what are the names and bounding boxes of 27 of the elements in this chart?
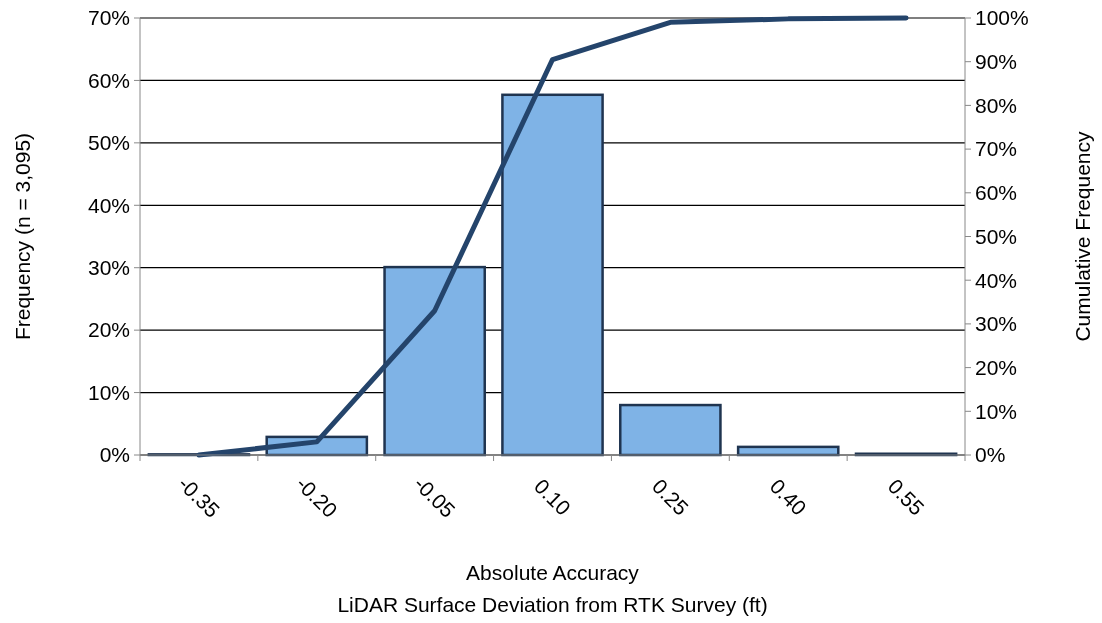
y-axis-title: Frequency (n = 3,095): [11, 132, 34, 341]
y2-tick-label: 60%: [975, 181, 1018, 205]
y2-tick-label: 70%: [975, 137, 1018, 161]
x-tick-label: 0.55: [883, 474, 929, 520]
y2-tick-label: 30%: [975, 312, 1018, 336]
y-tick-label: 20%: [87, 318, 130, 342]
y-tick-label: 40%: [87, 193, 130, 217]
text: LiDAR Surface Deviation from RTK Survey (ft): [337, 593, 768, 616]
y2-tick-label: 40%: [975, 268, 1018, 292]
y-tick-label: 60%: [87, 68, 130, 92]
x-tick-label: 0.25: [647, 474, 694, 520]
y2-tick-label: 50%: [975, 224, 1018, 248]
y-tick-label: 0%: [99, 443, 130, 467]
y2-tick-label: 20%: [975, 355, 1018, 379]
x-tick-label: 0.40: [765, 474, 811, 520]
y-tick-label: 10%: [87, 380, 130, 404]
y2-tick-label: 90%: [975, 50, 1018, 74]
y2-tick-label: 10%: [975, 399, 1018, 423]
y2-tick-label: 100%: [975, 6, 1029, 30]
y-tick-label: 70%: [87, 6, 130, 30]
x-tick-label: 0.10: [530, 474, 576, 520]
y2-axis-title: Cumulative Frequency: [1071, 130, 1094, 342]
y-tick-label: 50%: [87, 131, 130, 155]
y2-tick-label: 0%: [975, 443, 1006, 467]
x-axis-title: Absolute Accuracy: [466, 561, 640, 584]
y-tick-label: 30%: [87, 256, 130, 280]
y2-tick-label: 80%: [975, 93, 1018, 117]
